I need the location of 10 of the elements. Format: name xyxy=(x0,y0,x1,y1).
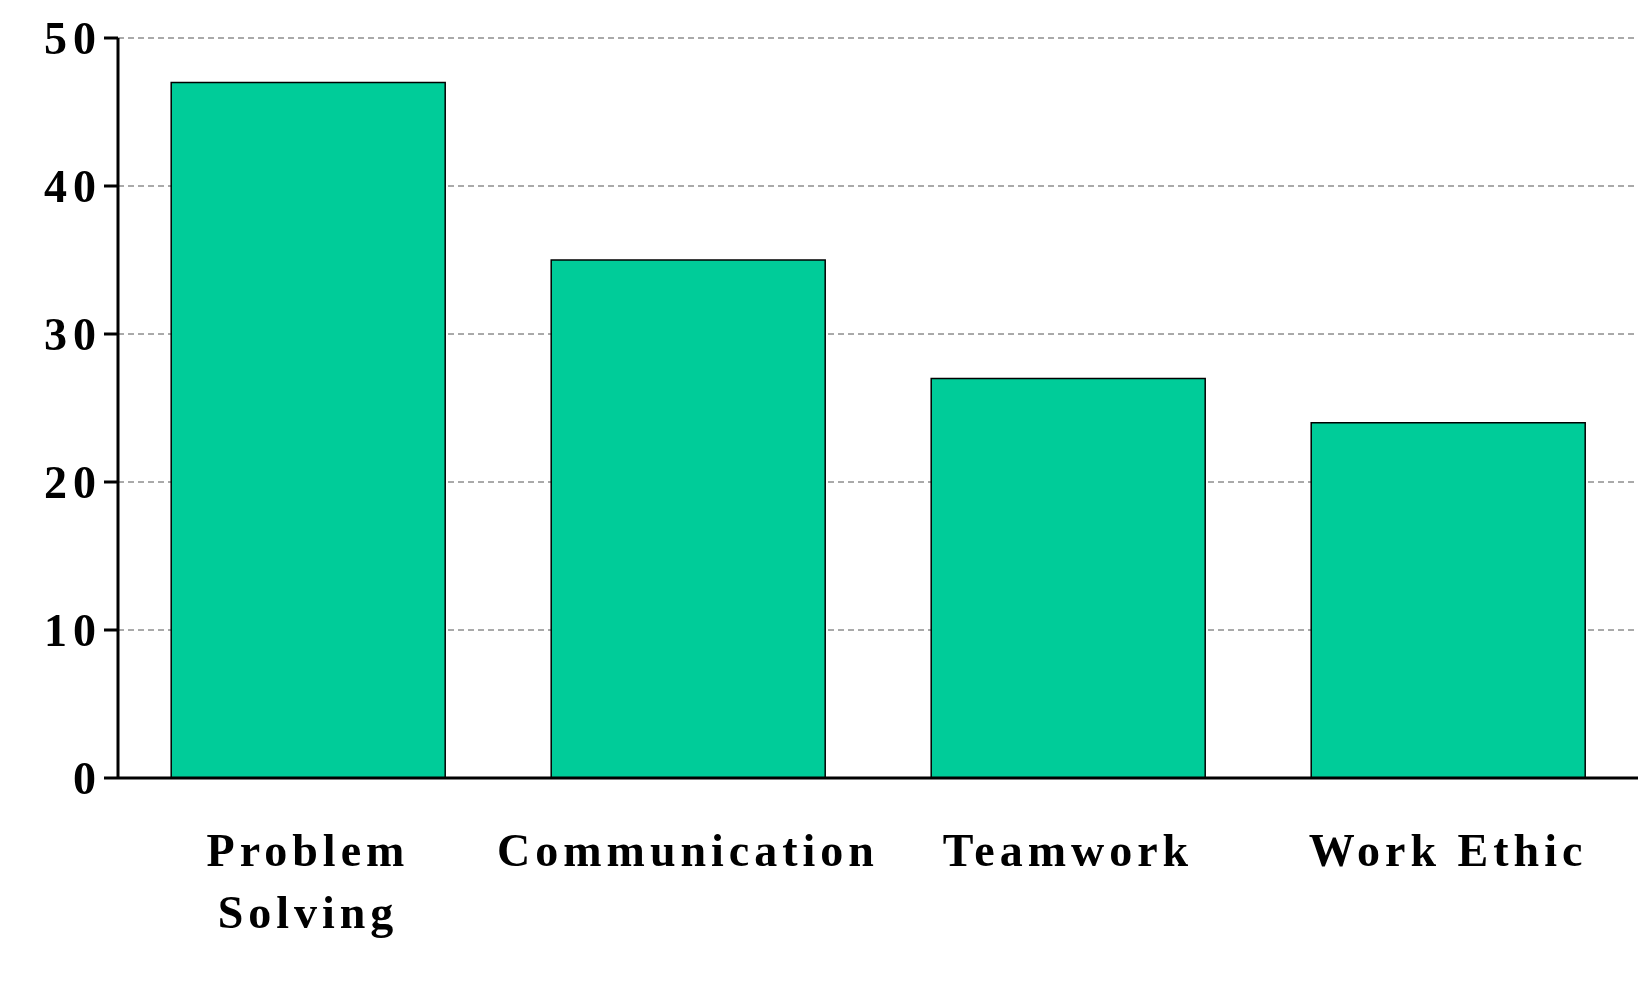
x-tick-label: Problem Solving xyxy=(206,825,410,938)
y-tick-label: 20 xyxy=(44,457,102,509)
x-tick-label: Communication xyxy=(497,825,879,876)
y-tick-label: 50 xyxy=(44,13,102,65)
y-tick-label: 40 xyxy=(44,161,102,213)
y-tick-label: 0 xyxy=(73,753,102,805)
y-tick-label: 30 xyxy=(44,309,102,361)
x-tick-label: Teamwork xyxy=(942,825,1194,876)
y-tick-label: 10 xyxy=(44,605,102,657)
x-tick-label: Work Ethic xyxy=(1308,825,1588,876)
